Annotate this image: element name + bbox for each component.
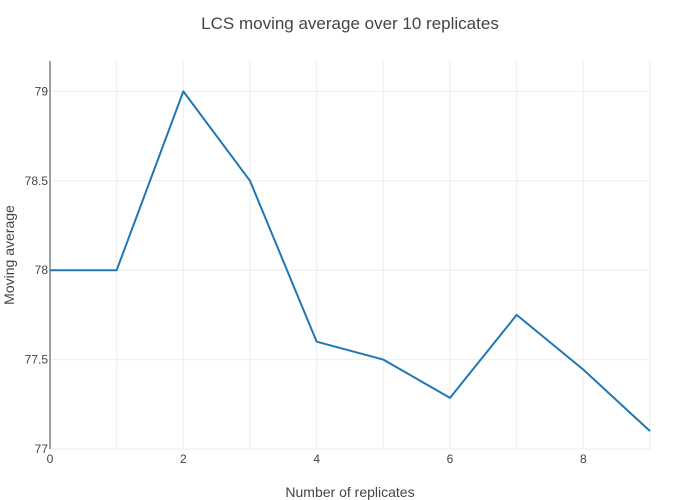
y-tick-label: 77.5 xyxy=(25,353,49,367)
x-tick-label: 4 xyxy=(313,452,320,466)
y-tick-label: 77 xyxy=(35,442,49,456)
x-tick-label: 6 xyxy=(447,452,454,466)
grid xyxy=(50,61,651,450)
x-tick-label: 0 xyxy=(47,452,54,466)
x-tick-labels: 0 2 4 6 8 xyxy=(47,452,587,466)
x-tick-label: 8 xyxy=(580,452,587,466)
series-line-0 xyxy=(50,90,651,432)
chart-title: LCS moving average over 10 replicates xyxy=(201,14,499,33)
y-axis-title: Moving average xyxy=(1,205,17,305)
x-tick-label: 2 xyxy=(180,452,187,466)
series xyxy=(50,90,651,432)
y-tick-label: 78 xyxy=(35,263,49,277)
y-tick-labels: 77 77.5 78 78.5 79 xyxy=(25,84,49,456)
y-tick-label: 78.5 xyxy=(25,174,49,188)
y-tick-label: 79 xyxy=(35,84,49,98)
x-axis-title: Number of replicates xyxy=(285,484,414,500)
